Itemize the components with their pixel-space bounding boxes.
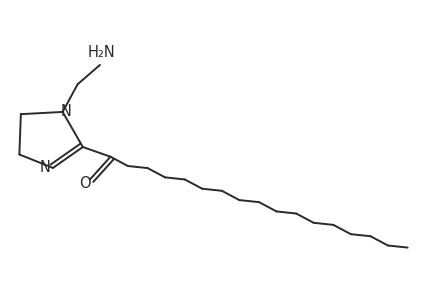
Text: H₂N: H₂N (87, 45, 115, 60)
Text: N: N (61, 104, 72, 119)
Text: O: O (79, 176, 91, 191)
Text: N: N (40, 160, 51, 175)
